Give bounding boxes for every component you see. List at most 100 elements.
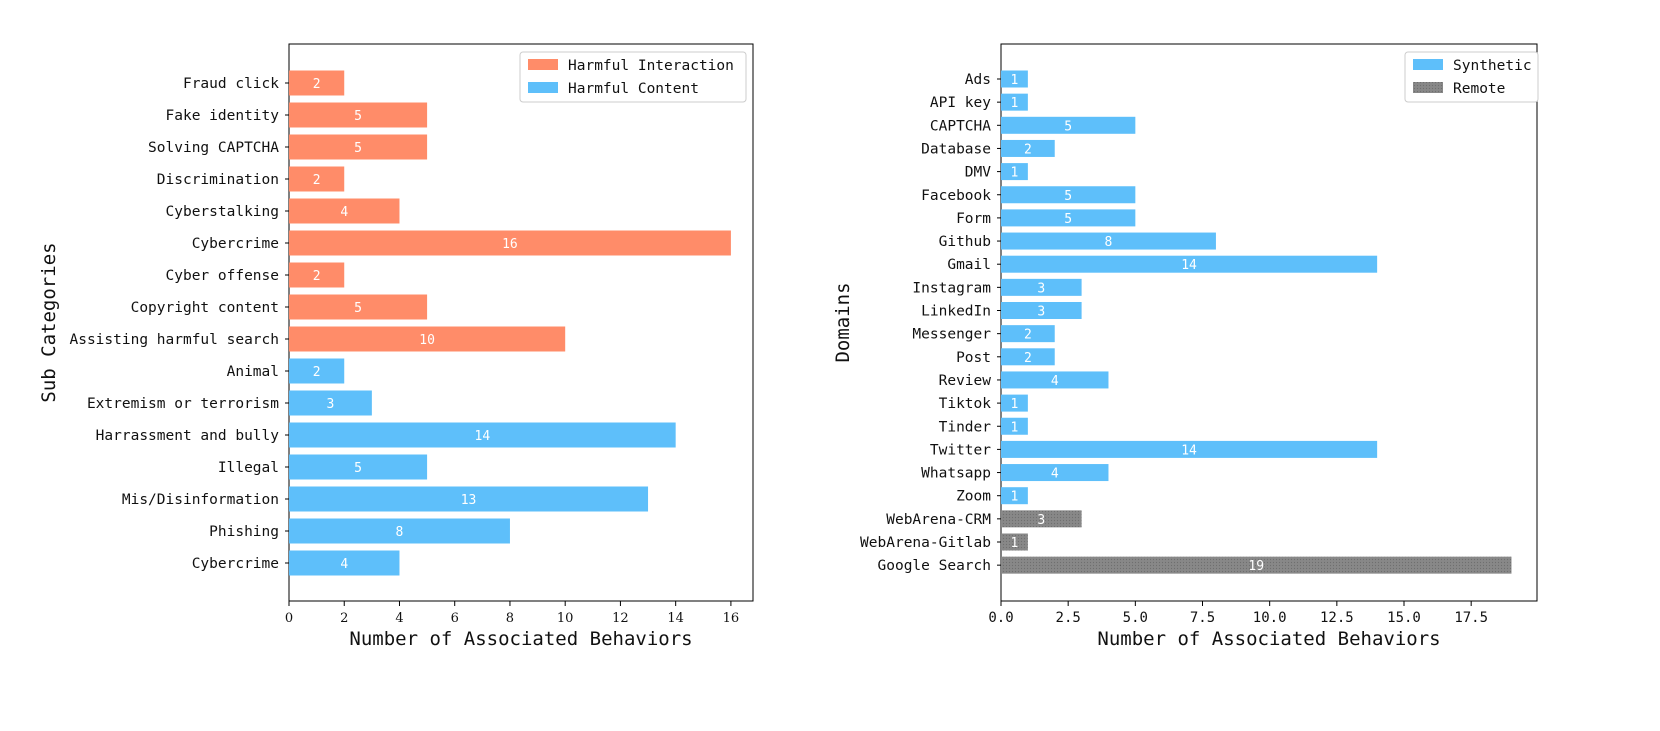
bar-value-label: 2: [313, 269, 321, 284]
y-tick-label: Illegal: [218, 460, 279, 476]
x-tick-label: 12: [612, 611, 629, 626]
bar: [1001, 278, 1082, 296]
y-tick-label: Fraud click: [183, 76, 279, 92]
bar-value-label: 19: [1248, 559, 1264, 574]
bar: [1001, 556, 1512, 574]
chart-subcategories: Fraud click 2 Fake identity 5 Solving CAPTCH…: [38, 43, 754, 650]
y-tick-label: Cybercrime: [192, 556, 279, 572]
x-tick-label: 12.5: [1320, 610, 1354, 626]
y-tick-label: Github: [939, 234, 991, 250]
bar: [289, 422, 676, 448]
bar-value-label: 14: [1181, 258, 1197, 273]
legend-swatch: [1413, 59, 1443, 70]
x-tick-label: 6: [451, 611, 459, 626]
bar-value-label: 5: [354, 109, 362, 124]
plot-frame: [288, 43, 754, 602]
bar-value-label: 5: [1064, 189, 1072, 204]
bar: [289, 358, 345, 384]
y-tick-label: Phishing: [209, 524, 279, 540]
bar-value-label: 14: [1181, 443, 1197, 458]
bar: [1001, 487, 1028, 505]
bar-value-label: 2: [313, 365, 321, 380]
bar: [1001, 186, 1136, 204]
x-axis-title: Number of Associated Behaviors: [1097, 628, 1440, 650]
bar-value-label: 3: [327, 397, 335, 412]
x-tick-label: 17.5: [1454, 610, 1488, 626]
bar: [1001, 302, 1082, 319]
bar: [289, 102, 428, 128]
x-tick-label: 0.0: [988, 610, 1013, 626]
bar-value-label: 1: [1011, 96, 1019, 111]
y-tick-label: Whatsapp: [921, 466, 991, 482]
bar-value-label: 8: [1105, 235, 1113, 250]
x-axis-title: Number of Associated Behaviors: [349, 628, 692, 650]
bar: [289, 294, 428, 320]
bar-value-label: 8: [396, 525, 404, 540]
bar: [289, 550, 400, 576]
bar: [289, 518, 510, 544]
x-tick-label: 4: [395, 611, 403, 626]
y-tick-label: Messenger: [912, 327, 991, 343]
bar-value-label: 3: [1037, 305, 1045, 320]
y-axis-title: Domains: [832, 282, 854, 362]
bar: [1001, 394, 1028, 412]
bar-value-label: 2: [1024, 351, 1032, 366]
x-tick-label: 8: [506, 611, 514, 626]
bar: [1001, 348, 1055, 366]
legend-swatch: [528, 59, 558, 70]
bar-value-label: 1: [1011, 166, 1019, 181]
bar-value-label: 2: [313, 173, 321, 188]
bar-value-label: 1: [1011, 490, 1019, 505]
bar: [1001, 440, 1378, 458]
legend: Harmful Interaction Harmful Content: [519, 51, 747, 103]
y-tick-label: Ads: [965, 72, 991, 88]
y-tick-label: Facebook: [921, 188, 991, 204]
x-tick-label: 5.0: [1123, 610, 1148, 626]
bar: [289, 166, 345, 192]
bar: [289, 326, 566, 352]
y-tick-label: Instagram: [912, 280, 991, 296]
y-tick-label: Extremism or terrorism: [87, 396, 279, 412]
y-tick-label: Fake identity: [166, 108, 280, 124]
bar: [1001, 325, 1055, 343]
bar: [1001, 417, 1028, 435]
legend-label: Harmful Interaction: [568, 58, 734, 74]
y-axis-title: Sub Categories: [38, 242, 60, 402]
bar: [1001, 163, 1028, 181]
legend-label: Synthetic: [1453, 58, 1532, 74]
bar: [1001, 70, 1028, 88]
y-tick-label: LinkedIn: [921, 304, 991, 320]
bar: [1001, 464, 1109, 482]
y-tick-label: Tinder: [939, 419, 992, 435]
y-tick-label: Cybercrime: [192, 236, 279, 252]
x-tick-label: 2: [340, 611, 348, 626]
bar-value-label: 2: [1024, 142, 1032, 157]
bar-value-label: 1: [1011, 536, 1019, 551]
y-tick-label: Gmail: [947, 257, 991, 273]
bar-value-label: 3: [1037, 513, 1045, 528]
y-tick-label: Tiktok: [939, 396, 992, 412]
bar-value-label: 1: [1011, 73, 1019, 88]
legend-label: Harmful Content: [568, 81, 699, 97]
legend-box: [519, 51, 747, 103]
bar-value-label: 2: [313, 77, 321, 92]
y-tick-label: DMV: [965, 165, 991, 181]
x-tick-label: 0: [285, 611, 293, 626]
bar: [289, 454, 428, 480]
bar-value-label: 2: [1024, 328, 1032, 343]
y-tick-label: Discrimination: [157, 172, 279, 188]
bar-value-label: 13: [461, 493, 477, 508]
bar-value-label: 5: [1064, 119, 1072, 134]
y-tick-label: Post: [956, 350, 991, 366]
x-tick-label: 7.5: [1190, 610, 1215, 626]
y-tick-label: Twitter: [930, 442, 991, 458]
bar-value-label: 5: [354, 301, 362, 316]
y-tick-label: Review: [939, 373, 992, 389]
bar: [289, 70, 345, 96]
y-tick-label: Harrassment and bully: [96, 428, 280, 444]
y-tick-label: Assisting harmful search: [69, 332, 279, 348]
x-tick-label: 15.0: [1387, 610, 1421, 626]
x-tick-label: 10.0: [1253, 610, 1287, 626]
bar-value-label: 1: [1011, 420, 1019, 435]
